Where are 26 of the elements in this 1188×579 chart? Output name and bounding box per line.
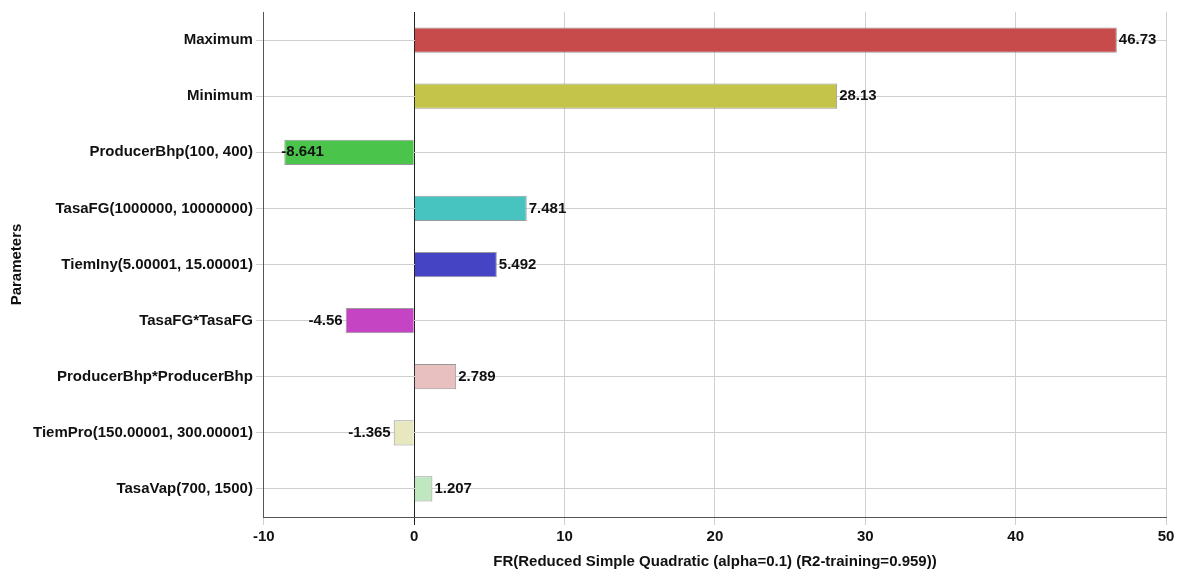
y-tick-label: TiemIny(5.00001, 15.00001) — [61, 254, 253, 272]
y-tick-label: ProducerBhp(100, 400) — [89, 142, 253, 160]
data-label: 7.481 — [528, 198, 567, 216]
x-tick-label: 10 — [556, 527, 573, 545]
y-tick-label: TasaFG*TasaFG — [139, 310, 253, 328]
y-tick-label: Maximum — [183, 30, 253, 48]
x-tick-label: 50 — [1157, 527, 1175, 545]
y-tick-label: TasaFG(1000000, 10000000) — [55, 198, 253, 216]
data-label: 28.13 — [839, 86, 877, 104]
y-axis-title: Parameters — [7, 223, 25, 306]
data-label: -1.365 — [348, 422, 391, 440]
data-label: 46.73 — [1118, 30, 1157, 48]
x-tick-label: 0 — [410, 527, 419, 545]
data-label: 5.492 — [498, 254, 537, 272]
y-tick-label: TiemPro(150.00001, 300.00001) — [32, 422, 253, 440]
x-tick-label: 20 — [706, 527, 724, 545]
y-tick-label: Minimum — [187, 86, 253, 104]
x-tick-label: -10 — [253, 527, 275, 545]
data-label: -4.56 — [308, 310, 343, 328]
x-axis-title: FR(Reduced Simple Quadratic (alpha=0.1) (R2-training=0.959)) — [493, 552, 937, 570]
x-tick-label: 40 — [1007, 527, 1024, 545]
data-label: 1.207 — [434, 479, 472, 497]
y-tick-label: TasaVap(700, 1500) — [116, 479, 253, 497]
data-label: 2.789 — [458, 366, 496, 384]
y-tick-label: ProducerBhp*ProducerBhp — [57, 366, 253, 384]
x-tick-label: 30 — [856, 527, 874, 545]
